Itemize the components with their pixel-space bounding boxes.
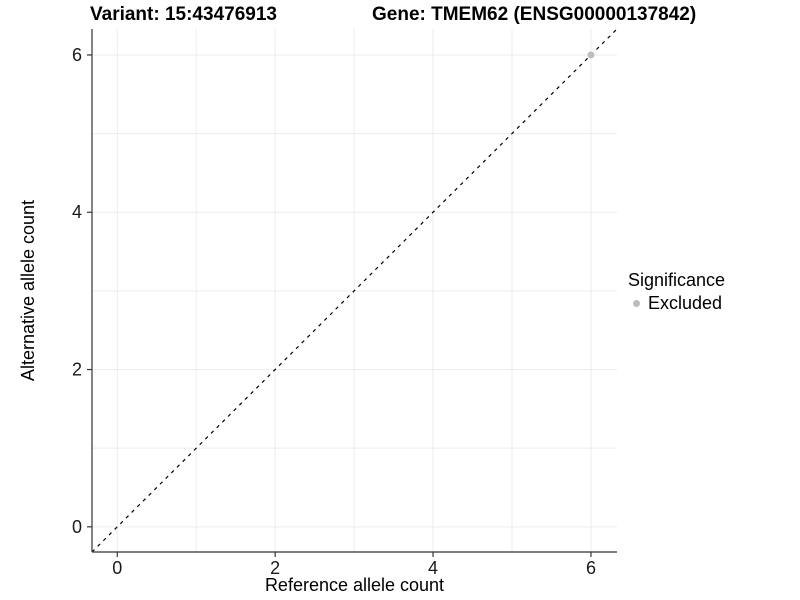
plot-title-gene: Gene: TMEM62 (ENSG00000137842) <box>372 4 697 25</box>
y-tick-label: 2 <box>72 360 82 380</box>
y-tick-label: 4 <box>72 202 82 222</box>
identity-line <box>91 28 618 553</box>
x-tick-label: 2 <box>270 558 280 578</box>
x-tick-label: 0 <box>112 558 122 578</box>
x-axis-title: Reference allele count <box>264 575 445 595</box>
legend-entry-label: Excluded <box>648 293 723 313</box>
x-tick-label: 6 <box>586 558 596 578</box>
y-tick-label: 0 <box>72 517 82 537</box>
data-point <box>587 51 595 59</box>
legend-entry-excluded: Excluded <box>628 293 725 314</box>
y-tick-label: 6 <box>72 45 82 65</box>
legend-title: Significance <box>628 270 726 290</box>
legend: Significance Excluded <box>628 270 725 314</box>
plot-title-variant: Variant: 15:43476913 <box>90 4 277 25</box>
y-axis-title: Alternative allele count <box>18 199 38 382</box>
x-tick-label: 4 <box>428 558 438 578</box>
excluded-point-icon <box>633 300 640 307</box>
